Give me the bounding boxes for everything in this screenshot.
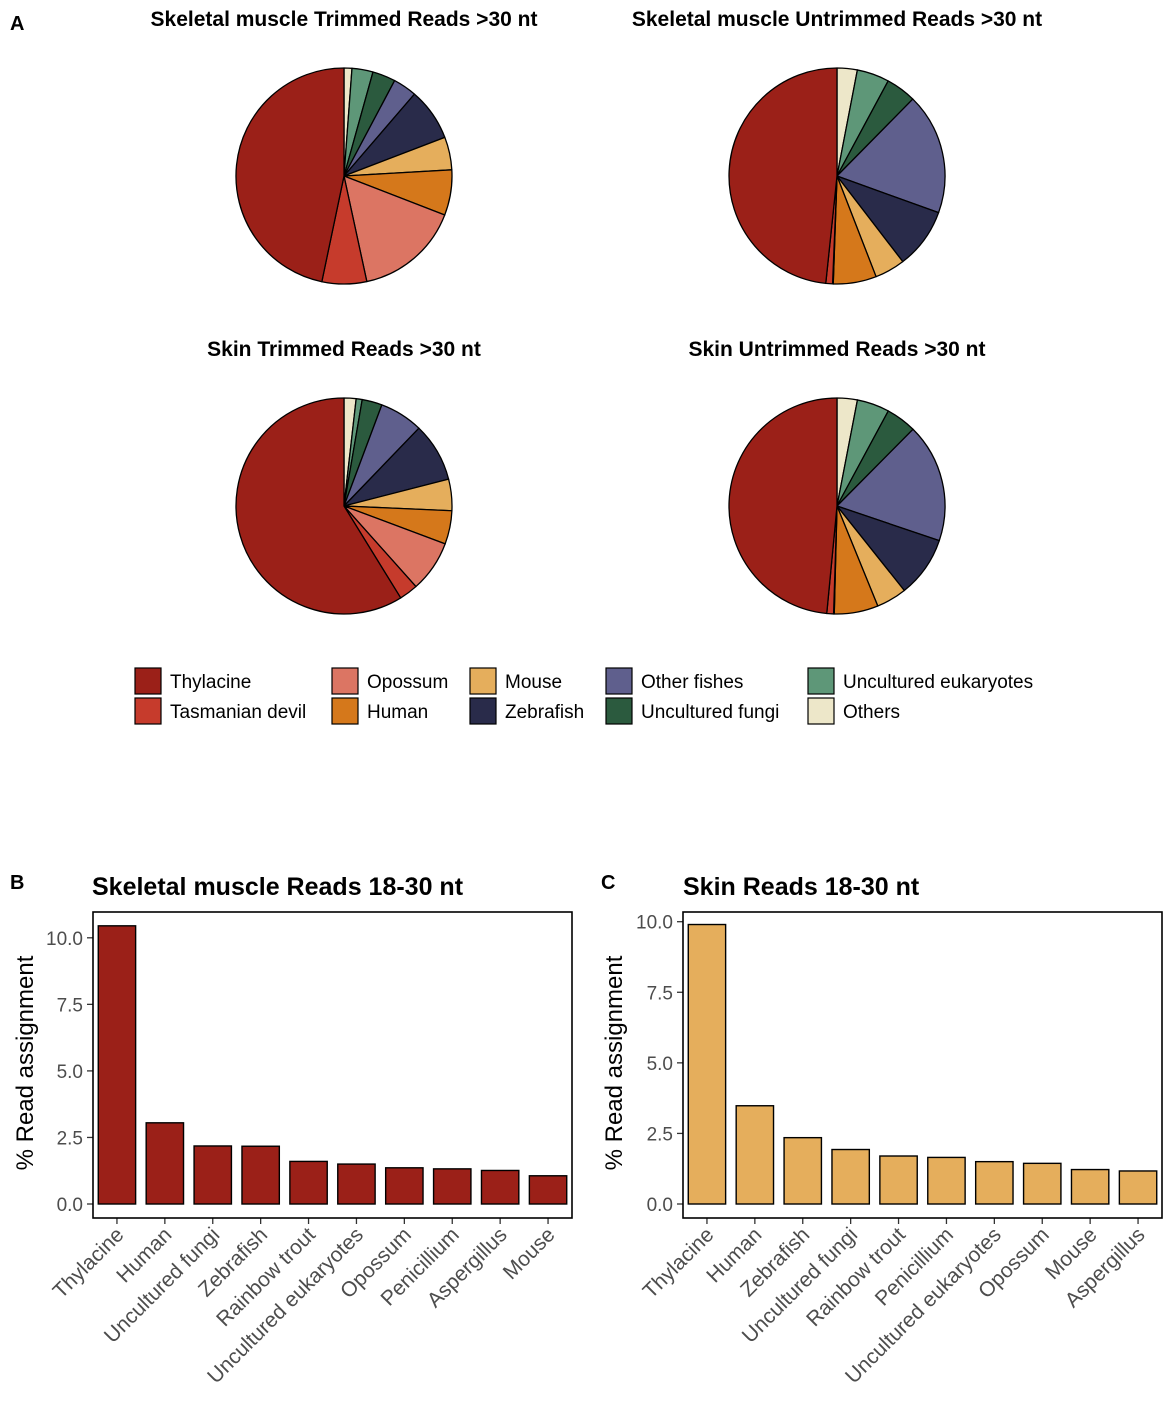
- legend-swatch: [134, 667, 162, 695]
- panel-label-c: C: [601, 872, 615, 894]
- pie-slice-thylacine: [728, 67, 838, 285]
- bar-penicillium: [927, 1156, 966, 1205]
- legend-label: Uncultured fungi: [641, 702, 779, 723]
- x-tick-label: Thylacine: [49, 1223, 129, 1303]
- legend-item-uncultured-eukaryotes: Uncultured eukaryotes: [807, 667, 1033, 695]
- legend: Thylacine Tasmanian devil Opossum Human Mous…: [134, 667, 1033, 725]
- bar-uncultured-fungi: [193, 1145, 233, 1205]
- bar-uncultured-fungi: [831, 1148, 871, 1205]
- bar-chart-skeletal-muscle: Skeletal muscle Reads 18-30 nt % Read as…: [12, 873, 573, 1388]
- legend-label: Thylacine: [170, 672, 251, 693]
- pie-chart-skin-trimmed: Skin Trimmed Reads >30 nt: [207, 338, 481, 615]
- legend-label: Zebrafish: [505, 702, 584, 723]
- pie-title: Skin Untrimmed Reads >30 nt: [688, 338, 985, 361]
- legend-swatch: [469, 667, 497, 695]
- y-tick-label: 2.5: [57, 1128, 83, 1149]
- bar-zebrafish: [241, 1145, 281, 1205]
- legend-swatch: [331, 667, 359, 695]
- bar-chart-skin: Skin Reads 18-30 nt % Read assignment 0.…: [601, 873, 1163, 1388]
- pie-slice-other-fishes: [836, 98, 946, 214]
- y-tick-label: 0.0: [57, 1195, 83, 1216]
- legend-label: Others: [843, 702, 900, 723]
- pie-slice-thylacine: [728, 397, 838, 615]
- y-tick-label: 5.0: [57, 1062, 83, 1083]
- legend-label: Uncultured eukaryotes: [843, 672, 1033, 693]
- legend-swatch: [605, 697, 633, 725]
- legend-swatch: [134, 697, 162, 725]
- bar-human: [735, 1105, 775, 1205]
- pie-chart-skin-untrimmed: Skin Untrimmed Reads >30 nt: [688, 338, 986, 615]
- plot-frame: [92, 911, 573, 1219]
- legend-swatch: [469, 697, 497, 725]
- y-tick-label: 2.5: [647, 1124, 673, 1145]
- panel-label-a: A: [10, 13, 24, 35]
- bar-mouse: [528, 1175, 568, 1205]
- pie-chart-skeletal-untrimmed: Skeletal muscle Untrimmed Reads >30 nt: [632, 8, 1042, 285]
- legend-item-mouse: Mouse: [469, 667, 562, 695]
- bar-uncultured-eukaryotes: [337, 1163, 376, 1205]
- bar-aspergillus: [480, 1169, 520, 1205]
- bar-chart-title: Skeletal muscle Reads 18-30 nt: [92, 873, 464, 901]
- y-tick-label: 0.0: [647, 1195, 673, 1216]
- bar-mouse: [1070, 1168, 1110, 1205]
- pie-slice-thylacine: [235, 67, 345, 283]
- bar-opossum: [1022, 1162, 1062, 1205]
- pie-title: Skeletal muscle Trimmed Reads >30 nt: [151, 8, 538, 31]
- legend-swatch: [807, 697, 835, 725]
- x-tick-label: Thylacine: [639, 1223, 719, 1303]
- pie-title: Skin Trimmed Reads >30 nt: [207, 338, 481, 361]
- legend-label: Tasmanian devil: [170, 702, 306, 723]
- pie-title: Skeletal muscle Untrimmed Reads >30 nt: [632, 8, 1042, 31]
- legend-item-opossum: Opossum: [331, 667, 448, 695]
- legend-item-other-fishes: Other fishes: [605, 667, 743, 695]
- legend-swatch: [807, 667, 835, 695]
- legend-item-tasmanian-devil: Tasmanian devil: [134, 697, 306, 725]
- legend-item-zebrafish: Zebrafish: [469, 697, 584, 725]
- legend-swatch: [331, 697, 359, 725]
- bar-zebrafish: [783, 1136, 823, 1205]
- y-tick-label: 10.0: [46, 929, 83, 950]
- y-tick-label: 7.5: [57, 995, 83, 1016]
- bar-rainbow-trout: [289, 1160, 328, 1205]
- pie-slice-thylacine: [235, 397, 402, 615]
- bar-human: [145, 1122, 185, 1205]
- y-axis-label: % Read assignment: [12, 955, 39, 1170]
- y-tick-label: 10.0: [636, 913, 673, 934]
- legend-swatch: [605, 667, 633, 695]
- legend-label: Mouse: [505, 672, 562, 693]
- y-tick-label: 5.0: [647, 1054, 673, 1075]
- bar-uncultured-eukaryotes: [974, 1160, 1014, 1205]
- pie-slice-other-fishes: [836, 428, 946, 542]
- y-tick-label: 7.5: [647, 983, 673, 1004]
- bar-rainbow-trout: [879, 1155, 918, 1205]
- panel-label-b: B: [10, 872, 24, 894]
- plot-frame: [682, 911, 1163, 1219]
- bar-thylacine: [687, 923, 727, 1205]
- bar-thylacine: [97, 925, 137, 1205]
- legend-label: Other fishes: [641, 672, 743, 693]
- legend-label: Opossum: [367, 672, 448, 693]
- bar-chart-title: Skin Reads 18-30 nt: [683, 873, 920, 901]
- bar-penicillium: [432, 1168, 472, 1205]
- x-tick-label: Mouse: [499, 1223, 560, 1284]
- y-axis-label: % Read assignment: [601, 955, 628, 1170]
- pie-slice-opossum: [343, 175, 446, 283]
- legend-item-uncultured-fungi: Uncultured fungi: [605, 697, 779, 725]
- legend-label: Human: [367, 702, 428, 723]
- pie-chart-skeletal-trimmed: Skeletal muscle Trimmed Reads >30 nt: [151, 8, 538, 285]
- legend-item-thylacine: Thylacine: [134, 667, 251, 695]
- bar-opossum: [384, 1167, 424, 1205]
- bar-aspergillus: [1118, 1170, 1158, 1205]
- legend-item-others: Others: [807, 697, 900, 725]
- legend-item-human: Human: [331, 697, 428, 725]
